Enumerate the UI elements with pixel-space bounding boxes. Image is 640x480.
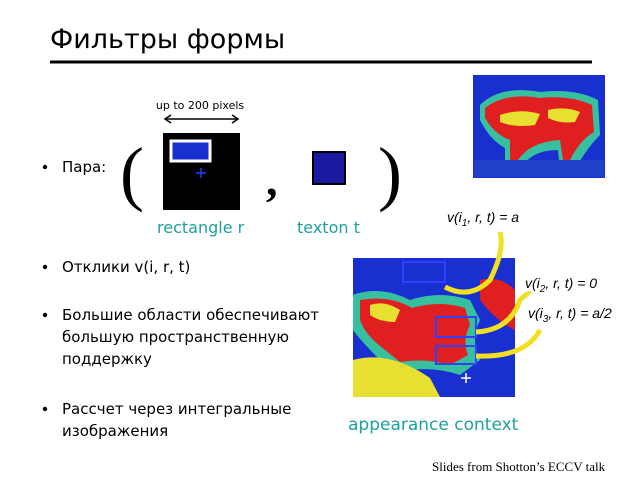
rectangle-r	[169, 139, 212, 163]
slide-title: Фильтры формы	[50, 24, 285, 55]
bullet-text: изображения	[62, 422, 168, 440]
span-arrow	[163, 114, 240, 124]
equation-part: , r, t) = a	[467, 209, 519, 225]
segmentation-image	[473, 75, 605, 178]
equation-subscript: 3	[543, 314, 549, 325]
equation-part: , r, t) = 0	[545, 275, 597, 291]
equation: v(i3, r, t) = a/2	[528, 305, 612, 325]
bullet-text: Большие области обеспечивают	[62, 306, 319, 324]
texton-swatch	[312, 151, 346, 185]
bullet-dot	[42, 312, 48, 318]
equation-subscript: 2	[539, 284, 546, 295]
equation: v(i1, r, t) = a	[447, 209, 519, 229]
context-label: appearance context	[348, 415, 519, 435]
bullet-text: поддержку	[62, 350, 152, 368]
close-paren: )	[378, 133, 402, 213]
span-label: up to 200 pixels	[156, 99, 245, 112]
credit: Slides from Shotton’s ECCV talk	[432, 459, 606, 474]
bullet-text: Пара:	[62, 158, 106, 176]
bullet-text: Отклики v(i, r, t)	[62, 258, 190, 276]
bullet-dot	[42, 406, 48, 412]
context-image	[353, 258, 515, 397]
open-paren: (	[120, 133, 144, 213]
bullet-dot	[42, 164, 48, 170]
texton-label: texton t	[297, 218, 360, 237]
pixel-marker	[196, 168, 206, 178]
bullet-text: большую пространственную	[62, 328, 289, 346]
rectangle-label: rectangle r	[157, 218, 245, 237]
equation-subscript: 1	[462, 218, 468, 229]
equation-part: , r, t) = a/2	[548, 305, 612, 321]
equation-part: v(i	[525, 275, 541, 291]
equations: v(i1, r, t) = av(i2, r, t) = 0v(i3, r, t…	[447, 209, 612, 325]
link-curves	[443, 231, 543, 359]
equation-part: v(i	[447, 209, 463, 225]
bullet-list: Пара: Отклики v(i, r, t) Большие области о…	[42, 158, 319, 440]
bullet-dot	[42, 264, 48, 270]
equation: v(i2, r, t) = 0	[525, 275, 597, 295]
comma: ,	[266, 154, 278, 205]
equation-part: v(i	[528, 305, 544, 321]
bullet-text: Рассчет через интегральные	[62, 400, 291, 418]
